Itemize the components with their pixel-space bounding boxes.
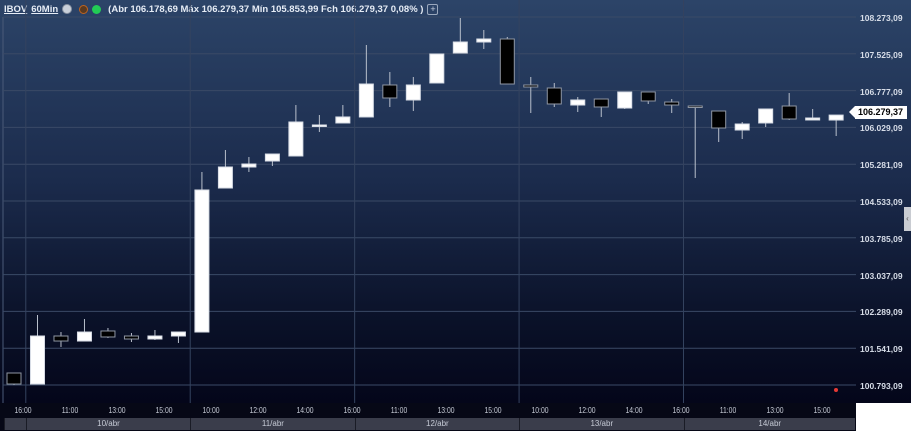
candle-up — [758, 108, 774, 124]
y-tick-label: 106.029,09 — [860, 123, 903, 134]
candle-up — [358, 83, 374, 118]
candlestick-plot — [2, 0, 856, 403]
day-cell — [4, 418, 26, 430]
chart-header: IBOV 60Min (Abr 106.178,69 Máx 106.279,3… — [4, 2, 439, 16]
candle-up — [147, 335, 163, 340]
candle-up — [335, 116, 351, 124]
x-tick-label: 10:00 — [531, 406, 549, 415]
candle-down — [523, 84, 539, 88]
candle-down — [687, 105, 703, 109]
candle-down — [781, 105, 797, 120]
candle-up — [570, 99, 586, 106]
x-tick-label: 12:00 — [249, 406, 267, 415]
x-tick-label: 10:00 — [202, 406, 220, 415]
candle-up — [734, 123, 750, 131]
y-tick-label: 103.037,09 — [860, 270, 903, 281]
candle-down — [123, 335, 139, 340]
day-label: 13/abr — [519, 418, 684, 430]
x-tick-label: 15:00 — [484, 406, 502, 415]
candle-up — [264, 153, 280, 162]
day-label: 10/abr — [25, 418, 191, 430]
y-tick-label: 102.289,09 — [860, 307, 903, 318]
y-tick-label: 105.281,09 — [860, 160, 903, 171]
candle-up — [76, 331, 92, 342]
y-tick-label: 108.273,09 — [860, 13, 903, 23]
candle-up — [429, 53, 445, 84]
x-tick-label: 16:00 — [343, 406, 361, 415]
candle-down — [711, 110, 727, 129]
y-tick-label: 106.777,09 — [860, 86, 903, 97]
x-tick-label: 13:00 — [437, 406, 455, 415]
y-tick-label: 107.525,09 — [860, 49, 903, 60]
day-label: 12/abr — [354, 418, 520, 430]
y-tick-label: 103.785,09 — [860, 233, 903, 244]
candle-up — [170, 331, 186, 337]
candle-up — [476, 38, 492, 43]
day-label: 14/abr — [683, 418, 855, 430]
candle-up — [452, 41, 468, 54]
symbol-link[interactable]: IBOV — [4, 3, 28, 15]
record-icon[interactable] — [79, 4, 89, 14]
candle-up — [29, 335, 45, 385]
x-tick-label: 16:00 — [14, 406, 32, 415]
candle-down — [593, 98, 609, 108]
y-tick-label: 101.541,09 — [860, 344, 903, 355]
x-tick-label: 11:00 — [61, 406, 79, 415]
candle-up — [288, 121, 304, 157]
x-tick-label: 15:00 — [813, 406, 831, 415]
candle-up — [405, 84, 421, 101]
ohlc-summary: (Abr 106.178,69 Máx 106.279,37 Mín 105.8… — [108, 3, 424, 15]
candle-up — [805, 117, 821, 121]
x-tick-label: 14:00 — [296, 406, 314, 415]
day-label: 11/abr — [190, 418, 355, 430]
candle-down — [100, 330, 116, 338]
marker-dot — [834, 388, 838, 392]
live-status-icon — [92, 4, 102, 14]
candle-down — [546, 87, 562, 105]
candle-down — [382, 84, 398, 99]
x-tick-label: 15:00 — [155, 406, 173, 415]
x-tick-label: 12:00 — [578, 406, 596, 415]
candle-up — [241, 163, 257, 168]
candle-down — [640, 91, 656, 102]
add-indicator-button[interactable]: + — [427, 3, 439, 15]
candle-up — [617, 91, 633, 109]
x-tick-label: 11:00 — [719, 406, 736, 415]
x-axis: 16:00 11:00 13:00 15:00 10:00 12:00 14:00 16:00… — [0, 403, 856, 431]
current-price-tag: 106.279,37 — [848, 106, 908, 119]
candle-down — [6, 372, 22, 385]
candle-down — [664, 101, 680, 106]
y-tick-label: 104.533,09 — [860, 197, 903, 207]
interval-link[interactable]: 60Min — [31, 3, 59, 15]
candle-up — [194, 189, 210, 333]
scroll-handle[interactable]: ‹ — [904, 207, 911, 231]
candle-up — [217, 166, 233, 189]
x-tick-label: 16:00 — [672, 406, 690, 415]
candle-up — [828, 114, 844, 121]
x-tick-label: 13:00 — [108, 406, 126, 415]
candle-down — [499, 38, 515, 85]
y-tick-label: 100.793,09 — [860, 381, 903, 391]
x-tick-label: 11:00 — [390, 406, 408, 415]
candle-down — [53, 335, 69, 342]
x-tick-label: 14:00 — [625, 406, 643, 415]
candle-up — [311, 124, 327, 127]
x-tick-label: 13:00 — [766, 406, 784, 415]
settings-icon[interactable] — [62, 4, 73, 14]
